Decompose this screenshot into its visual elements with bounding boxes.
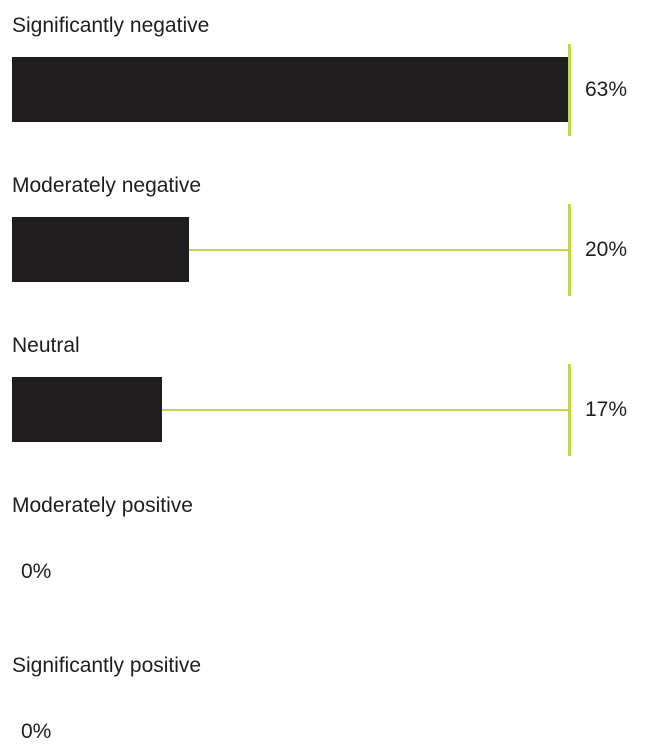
value-label: 20% bbox=[585, 238, 628, 261]
bar-end-marker bbox=[568, 204, 571, 296]
category-label: Significantly positive bbox=[12, 654, 202, 677]
category-label: Neutral bbox=[12, 334, 80, 357]
value-label: 0% bbox=[21, 720, 52, 743]
sentiment-bar-chart: Significantly negative 63% Moderately nega… bbox=[12, 14, 628, 743]
bar bbox=[12, 377, 162, 442]
value-label: 0% bbox=[21, 560, 52, 583]
category-label: Significantly negative bbox=[12, 14, 210, 37]
bar bbox=[12, 57, 568, 122]
bar-end-marker bbox=[568, 364, 571, 456]
bar-track bbox=[189, 249, 568, 251]
value-label: 63% bbox=[585, 78, 628, 101]
value-label: 17% bbox=[585, 398, 628, 421]
bar bbox=[12, 217, 189, 282]
category-label: Moderately negative bbox=[12, 174, 202, 197]
bar-end-marker bbox=[568, 44, 571, 136]
category-label: Moderately positive bbox=[12, 494, 193, 517]
bar-track bbox=[162, 409, 568, 411]
